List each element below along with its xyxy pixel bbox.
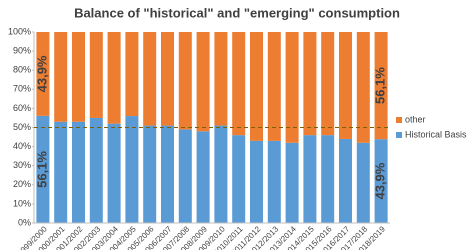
value-label: 43,9% [34, 55, 49, 92]
bar-segment [214, 32, 228, 126]
bar-segment [339, 138, 352, 223]
bar-segment [303, 135, 317, 223]
legend-label: other [405, 114, 426, 124]
y-tick-label: 20% [13, 179, 31, 189]
y-tick-label: 40% [13, 141, 31, 151]
bar-segment [214, 125, 228, 223]
legend-swatch [396, 132, 402, 138]
y-tick-label: 60% [13, 103, 31, 113]
bar-segment [125, 32, 139, 117]
bar-segment [107, 123, 121, 223]
bar-segment [267, 32, 281, 141]
legend-label: Historical Basis [405, 129, 467, 139]
y-tick-label: 90% [13, 45, 31, 55]
value-label: 56,1% [373, 67, 388, 104]
bar-segment [196, 131, 210, 223]
chart-title: Balance of "historical" and "emerging" c… [74, 5, 400, 20]
bar-segment [54, 32, 68, 122]
legend-swatch [396, 117, 402, 123]
y-tick-label: 70% [13, 84, 31, 94]
bar-segment [89, 32, 103, 118]
bar-segment [89, 117, 103, 223]
value-label: 56,1% [34, 151, 49, 188]
bar-segment [250, 140, 263, 223]
bar-segment [72, 32, 85, 122]
bar-segment [374, 139, 388, 223]
bar-segment [196, 32, 210, 132]
y-tick-label: 30% [13, 160, 31, 170]
y-tick-label: 10% [13, 198, 31, 208]
bar-segment [178, 32, 192, 130]
bar-segment [303, 32, 317, 136]
bar-segment [356, 32, 370, 143]
bar-segment [178, 129, 192, 223]
bar-segment [321, 32, 335, 136]
bar-segment [54, 121, 68, 223]
bar-segment [232, 135, 246, 223]
bar-segment [339, 32, 352, 139]
bar-segment [125, 116, 139, 223]
bar-segment [250, 32, 263, 141]
value-label: 43,9% [373, 162, 388, 199]
bar-segment [107, 32, 121, 124]
bar-segment [143, 125, 157, 223]
bar-segment [36, 115, 50, 223]
bar-segment [72, 121, 85, 223]
y-tick-label: 50% [13, 122, 31, 132]
bar-segment [161, 32, 174, 126]
bar-segment [36, 32, 50, 116]
bar-segment [232, 32, 246, 136]
bar-segment [374, 32, 388, 140]
bar-segment [161, 125, 174, 223]
bar-segment [285, 32, 299, 143]
bar-segment [321, 135, 335, 223]
y-tick-label: 80% [13, 65, 31, 75]
bar-segment [267, 140, 281, 223]
y-tick-label: 100% [8, 26, 31, 36]
bar-segment [356, 142, 370, 223]
y-tick-label: 0% [18, 217, 31, 227]
bar-segment [285, 142, 299, 223]
bar-segment [143, 32, 157, 126]
